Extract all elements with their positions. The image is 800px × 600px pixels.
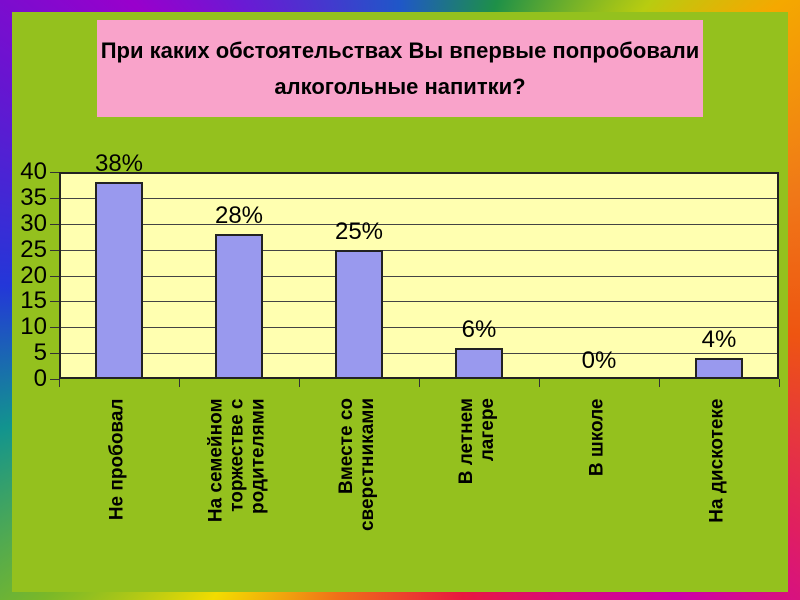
y-axis-tick-mark bbox=[50, 198, 59, 199]
category-label: Вместе со сверстниками bbox=[336, 398, 378, 532]
category-label: В школе bbox=[586, 398, 608, 476]
y-axis-tick-label: 15 bbox=[20, 287, 47, 314]
horizontal-gridline bbox=[61, 353, 777, 354]
x-axis-tick-mark bbox=[419, 379, 420, 387]
bar-value-label: 6% bbox=[461, 316, 497, 343]
horizontal-gridline bbox=[61, 224, 777, 225]
chart-title-line-1: При каких обстоятельствах Вы впервые поп… bbox=[100, 37, 700, 63]
y-axis-tick-mark bbox=[50, 172, 59, 173]
y-axis-tick-label: 0 bbox=[33, 365, 47, 392]
y-axis-tick-mark bbox=[50, 250, 59, 251]
y-axis-tick-mark bbox=[50, 301, 59, 302]
y-axis-tick-mark bbox=[50, 353, 59, 354]
plot-area bbox=[59, 172, 779, 379]
y-axis-tick-label: 30 bbox=[20, 210, 47, 237]
bar-value-label: 28% bbox=[214, 202, 264, 229]
x-axis-tick-mark bbox=[659, 379, 660, 387]
x-axis-tick-mark bbox=[779, 379, 780, 387]
bar-value-label: 0% bbox=[581, 347, 617, 374]
x-axis-tick-mark bbox=[539, 379, 540, 387]
bar bbox=[335, 250, 383, 379]
bar bbox=[95, 182, 143, 379]
category-label: В летнем лагере bbox=[456, 398, 498, 485]
category-label: Не пробовал bbox=[106, 398, 128, 520]
chart-title-line-2: алкогольные напитки? bbox=[274, 73, 526, 99]
y-axis-tick-label: 40 bbox=[20, 158, 47, 185]
y-axis-tick-label: 5 bbox=[33, 339, 47, 366]
chart-title-box: При каких обстоятельствах Вы впервые поп… bbox=[97, 20, 703, 117]
y-axis-tick-mark bbox=[50, 379, 59, 380]
y-axis-tick-mark bbox=[50, 327, 59, 328]
bar-value-label: 4% bbox=[701, 326, 737, 353]
category-label: На дискотеке bbox=[706, 398, 728, 523]
y-axis-tick-mark bbox=[50, 224, 59, 225]
x-axis-tick-mark bbox=[59, 379, 60, 387]
bar bbox=[695, 358, 743, 379]
horizontal-gridline bbox=[61, 198, 777, 199]
x-axis-tick-mark bbox=[299, 379, 300, 387]
horizontal-gridline bbox=[61, 250, 777, 251]
category-label: На семейном торжестве с родителями bbox=[205, 398, 269, 522]
y-axis-tick-mark bbox=[50, 276, 59, 277]
bar-value-label: 25% bbox=[334, 218, 384, 245]
horizontal-gridline bbox=[61, 327, 777, 328]
bar bbox=[215, 234, 263, 379]
horizontal-gridline bbox=[61, 276, 777, 277]
y-axis-tick-label: 10 bbox=[20, 313, 47, 340]
y-axis-tick-label: 20 bbox=[20, 262, 47, 289]
bar bbox=[455, 348, 503, 379]
horizontal-gridline bbox=[61, 301, 777, 302]
y-axis-tick-label: 25 bbox=[20, 236, 47, 263]
y-axis-tick-label: 35 bbox=[20, 184, 47, 211]
x-axis-tick-mark bbox=[179, 379, 180, 387]
bar-value-label: 38% bbox=[94, 150, 144, 177]
